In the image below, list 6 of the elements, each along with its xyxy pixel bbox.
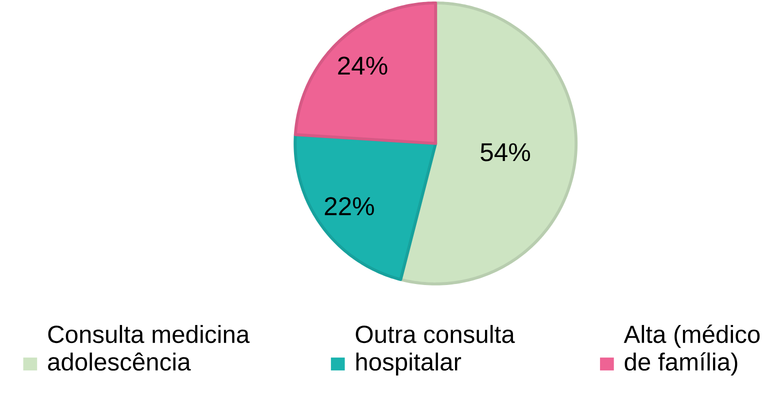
data-label: 24% bbox=[338, 56, 388, 75]
data-label: 54% bbox=[480, 143, 530, 162]
legend-label: Consulta medicina adolescência bbox=[48, 325, 250, 371]
legend-label: Alta (médico de família) bbox=[624, 324, 760, 376]
data-label: 22% bbox=[324, 197, 374, 216]
legend-label: Outra consulta hospitalar bbox=[356, 325, 515, 376]
